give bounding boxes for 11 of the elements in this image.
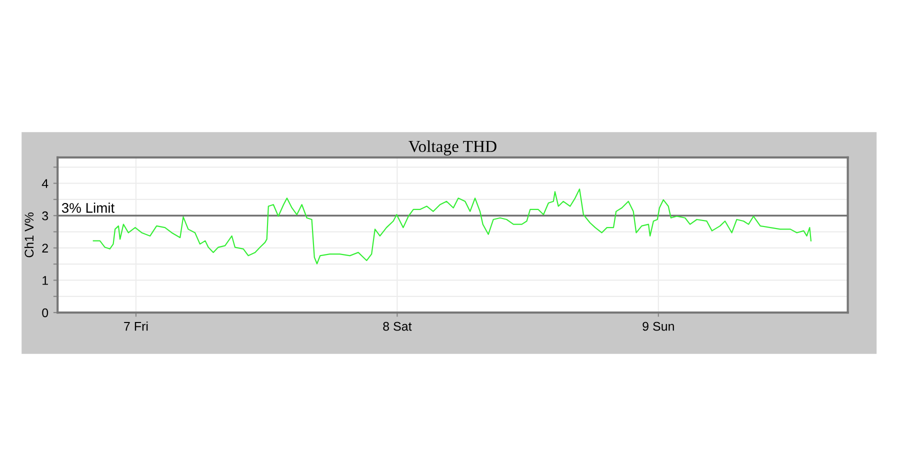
chart-title: Voltage THD bbox=[408, 140, 496, 156]
y-tick-label: 1 bbox=[42, 276, 48, 285]
y-tick-label: 0 bbox=[42, 308, 48, 318]
y-tick-label: 3 bbox=[42, 211, 48, 220]
x-tick-label: 8 Sat bbox=[383, 322, 412, 331]
ref-line-label: 3% Limit bbox=[62, 202, 115, 213]
x-tick-label: 9 Sun bbox=[642, 322, 674, 331]
y-axis-title: Ch1 V% bbox=[24, 212, 34, 258]
y-tick-label: 2 bbox=[42, 244, 48, 252]
y-tick-label: 4 bbox=[42, 179, 48, 188]
x-tick-label: 7 Fri bbox=[124, 322, 148, 331]
